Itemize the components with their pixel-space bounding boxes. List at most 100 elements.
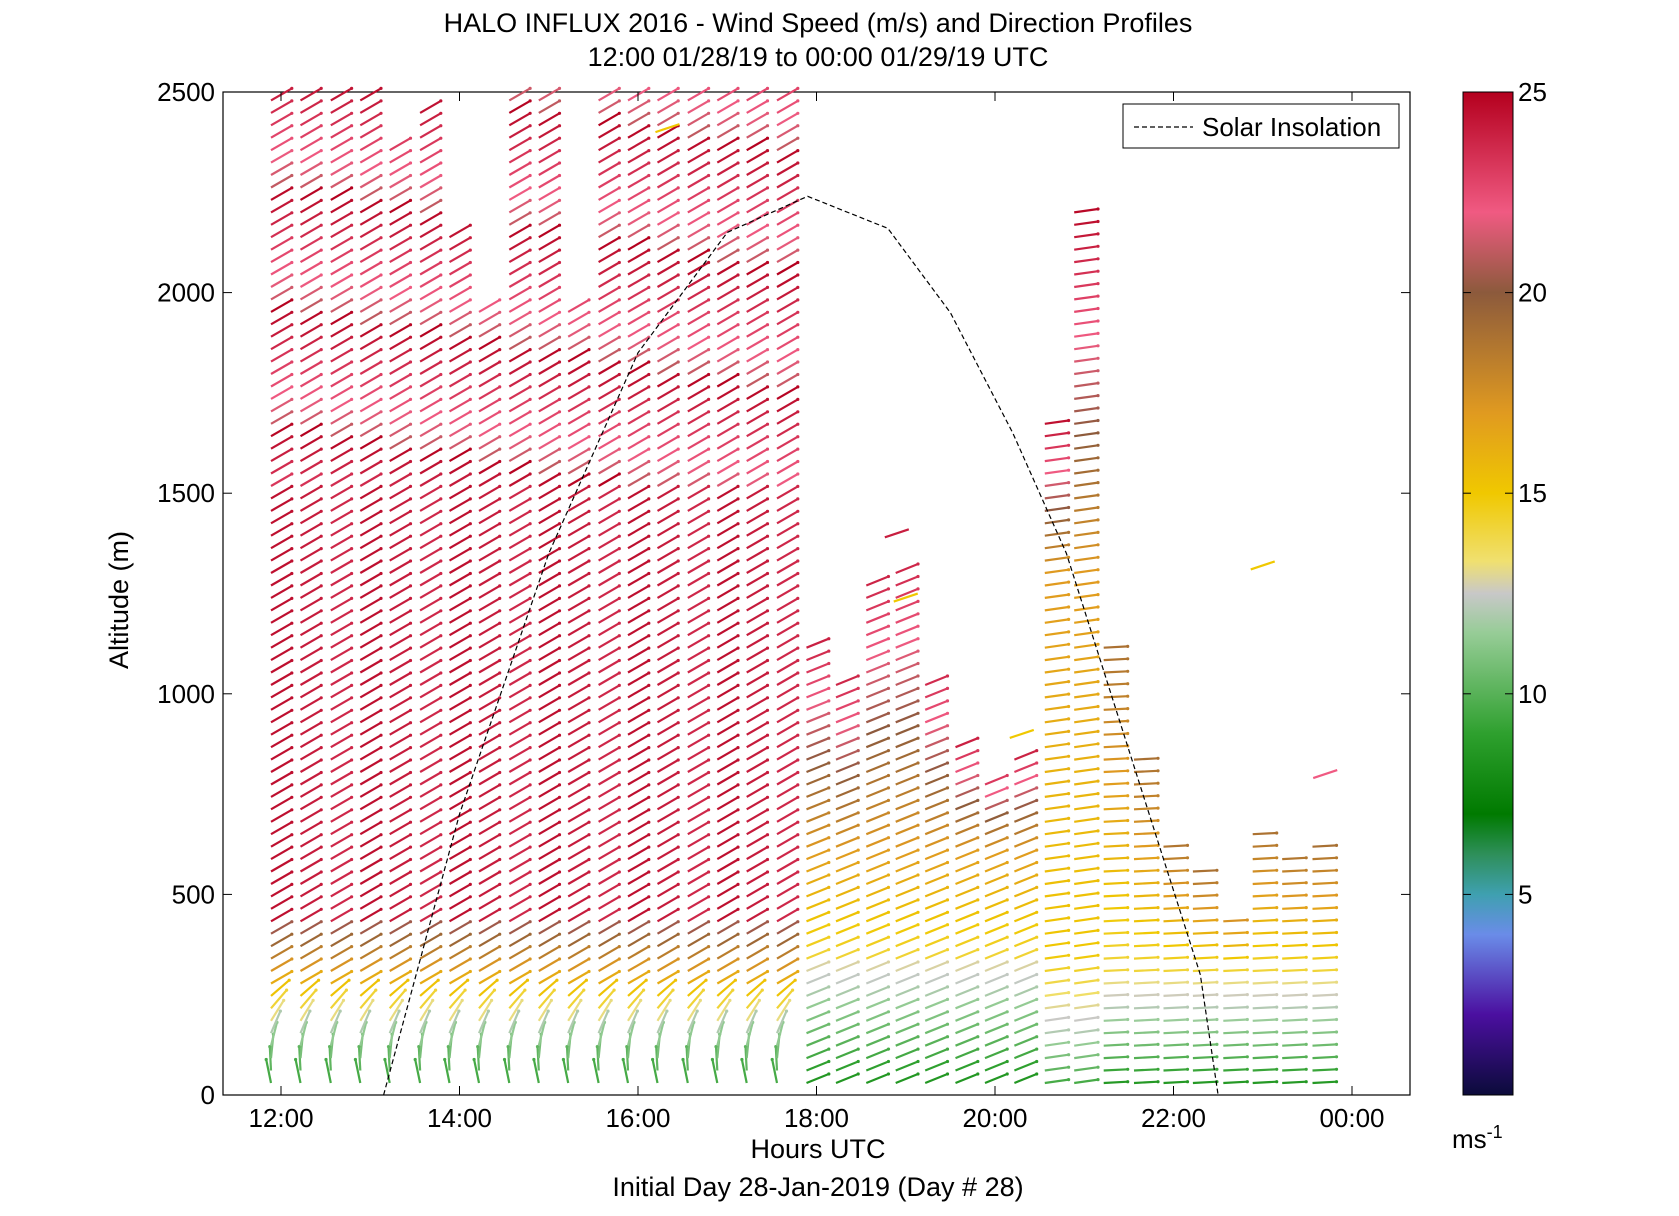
wind-vector-head bbox=[379, 683, 383, 688]
wind-vector bbox=[567, 970, 590, 985]
wind-vector bbox=[924, 737, 948, 749]
wind-vector-head bbox=[1067, 1015, 1071, 1020]
wind-vector bbox=[389, 808, 412, 823]
wind-vector-head bbox=[338, 1009, 342, 1013]
wind-vector bbox=[806, 936, 830, 948]
wind-vector-head bbox=[765, 658, 770, 663]
wind-vector-head bbox=[290, 435, 294, 439]
wind-vector-head bbox=[1156, 1030, 1160, 1034]
wind-vector-head bbox=[350, 621, 354, 625]
wind-vector bbox=[1252, 918, 1277, 923]
wind-vector bbox=[835, 936, 859, 948]
wind-vector bbox=[1074, 444, 1099, 450]
wind-vector bbox=[687, 286, 710, 301]
wind-vector bbox=[538, 336, 561, 351]
wind-vector-head bbox=[379, 385, 383, 389]
wind-vector bbox=[270, 746, 293, 761]
wind-vector bbox=[955, 861, 979, 873]
wind-vector-head bbox=[647, 372, 651, 377]
wind-vector-head bbox=[612, 988, 616, 992]
wind-vector bbox=[598, 435, 620, 450]
wind-vector-head bbox=[615, 978, 619, 982]
wind-vector bbox=[538, 933, 561, 948]
wind-vector-head bbox=[319, 472, 323, 476]
wind-vector bbox=[955, 985, 979, 997]
wind-vector bbox=[1133, 894, 1159, 898]
wind-vector-head bbox=[528, 522, 532, 526]
wind-vector bbox=[865, 1060, 889, 1072]
wind-vector bbox=[299, 597, 322, 612]
wind-vector bbox=[419, 547, 442, 562]
wind-vector-head bbox=[439, 136, 443, 140]
wind-vector-head bbox=[736, 870, 740, 874]
wind-vector bbox=[627, 659, 650, 674]
wind-vector bbox=[478, 989, 496, 1010]
wind-vector-head bbox=[324, 1057, 328, 1062]
wind-vector-head bbox=[916, 736, 920, 740]
wind-vector-head bbox=[1185, 893, 1190, 897]
wind-vector bbox=[598, 883, 620, 898]
wind-vector-head bbox=[791, 988, 795, 992]
wind-vector bbox=[1044, 867, 1069, 873]
wind-vector-head bbox=[736, 559, 740, 563]
wind-vector-head bbox=[736, 945, 740, 949]
wind-vector bbox=[389, 945, 412, 960]
wind-vector-head bbox=[1067, 518, 1071, 522]
wind-vector-head bbox=[319, 646, 323, 650]
wind-vector-head bbox=[976, 923, 980, 927]
wind-vector-head bbox=[886, 649, 891, 653]
wind-vector bbox=[776, 211, 799, 226]
wind-vector-head bbox=[676, 285, 680, 289]
wind-vector-head bbox=[1005, 898, 1009, 902]
wind-vector bbox=[359, 274, 382, 288]
wind-vector bbox=[478, 510, 501, 525]
wind-vector-head bbox=[1096, 680, 1100, 684]
wind-vector-head bbox=[557, 236, 562, 240]
wind-vector bbox=[716, 348, 739, 363]
wind-vector-head bbox=[707, 86, 711, 90]
wind-vector bbox=[478, 323, 501, 338]
wind-vector-head bbox=[587, 683, 591, 688]
wind-vector bbox=[419, 895, 442, 910]
wind-vector bbox=[389, 647, 412, 662]
wind-vector bbox=[835, 1072, 859, 1085]
wind-vector-head bbox=[617, 435, 621, 439]
wind-vector bbox=[776, 833, 799, 848]
wind-vector bbox=[299, 87, 322, 102]
wind-vector bbox=[1133, 1055, 1159, 1060]
wind-vector bbox=[270, 435, 293, 450]
wind-vector bbox=[687, 398, 710, 413]
wind-vector bbox=[895, 886, 919, 898]
wind-vector bbox=[627, 522, 650, 537]
wind-vector-head bbox=[1185, 1067, 1190, 1071]
wind-vector-head bbox=[466, 978, 470, 982]
wind-vector bbox=[330, 920, 353, 935]
wind-vector-head bbox=[856, 1072, 860, 1076]
wind-vector-head bbox=[725, 1009, 729, 1013]
wind-vector bbox=[389, 622, 412, 637]
wind-vector-head bbox=[408, 335, 413, 339]
wind-vector-head bbox=[1245, 980, 1249, 984]
wind-vector-head bbox=[1126, 731, 1130, 736]
wind-vector-head bbox=[290, 298, 294, 302]
wind-vector bbox=[776, 336, 799, 351]
wind-vector bbox=[656, 497, 679, 512]
wind-vector-head bbox=[557, 758, 562, 762]
wind-vector bbox=[567, 709, 590, 724]
wind-vector bbox=[687, 99, 710, 114]
wind-vector bbox=[508, 87, 531, 102]
wind-vector-head bbox=[1275, 856, 1279, 860]
wind-vector-head bbox=[528, 795, 532, 799]
wind-vector-head bbox=[945, 711, 950, 715]
wind-vector-head bbox=[676, 721, 680, 725]
wind-vector-head bbox=[528, 459, 532, 464]
wind-vector bbox=[746, 597, 769, 612]
wind-vector-head bbox=[408, 186, 413, 190]
wind-vector-head bbox=[408, 422, 413, 426]
wind-vector bbox=[330, 783, 353, 798]
wind-vector bbox=[567, 547, 590, 562]
wind-vector-head bbox=[1096, 617, 1100, 622]
wind-vector-head bbox=[468, 932, 472, 936]
wind-vector bbox=[1252, 906, 1277, 910]
wind-vector-head bbox=[916, 699, 920, 703]
